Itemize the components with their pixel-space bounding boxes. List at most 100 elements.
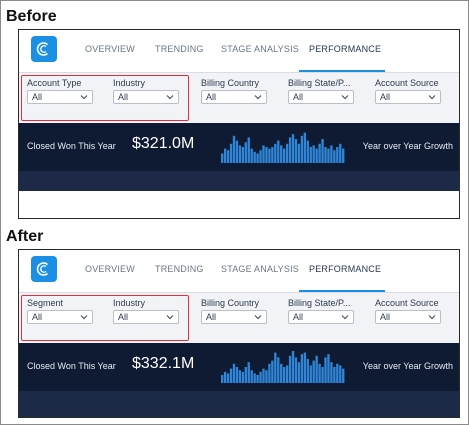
sparkline-bar xyxy=(285,365,289,383)
sparkline-bar xyxy=(288,355,292,383)
sparkline-bar xyxy=(321,139,324,163)
band-bottom xyxy=(19,391,459,417)
account-source-select[interactable]: All xyxy=(375,90,441,104)
sparkline-bar xyxy=(339,143,342,163)
sparkline-bar xyxy=(318,143,321,163)
sparkline-bar xyxy=(244,142,247,163)
sparkline-bar xyxy=(309,365,312,383)
sparkline-bar xyxy=(235,140,239,163)
sparkline-bar xyxy=(277,357,280,383)
filter-industry: Industry All xyxy=(113,298,179,324)
sparkline-bar xyxy=(229,368,233,383)
sparkline-bar xyxy=(333,150,336,163)
sparkline-chart xyxy=(221,351,345,383)
tab-trending[interactable]: TRENDING xyxy=(155,44,204,54)
after-dashboard: OVERVIEW TRENDING STAGE ANALYSIS PERFORM… xyxy=(18,249,460,418)
sparkline-bar xyxy=(223,148,227,163)
filter-billing-country: Billing Country All xyxy=(201,298,267,324)
filter-account-source: Account Source All xyxy=(375,298,441,324)
changed-filter-highlight xyxy=(21,295,189,341)
select-value: All xyxy=(380,312,391,322)
tab-stage-analysis[interactable]: STAGE ANALYSIS xyxy=(221,264,299,274)
industry-select[interactable]: All xyxy=(113,310,179,324)
sparkline-bar xyxy=(283,367,286,383)
filter-bar: Account Type All Industry All Billing Co… xyxy=(19,72,459,123)
billing-country-select[interactable]: All xyxy=(201,310,267,324)
nav-bar: OVERVIEW TRENDING STAGE ANALYSIS PERFORM… xyxy=(19,250,459,292)
filter-label: Billing Country xyxy=(201,78,260,88)
billing-state-select[interactable]: All xyxy=(288,90,354,104)
chevron-down-icon xyxy=(80,315,88,320)
sparkline-bar xyxy=(303,352,307,383)
select-value: All xyxy=(206,312,217,322)
tab-trending[interactable]: TRENDING xyxy=(155,264,204,274)
sparkline-bar xyxy=(306,359,309,383)
filter-segment: Segment All xyxy=(27,298,93,324)
tab-performance[interactable]: PERFORMANCE xyxy=(309,44,382,54)
filter-label: Account Source xyxy=(375,298,439,308)
sparkline-bar xyxy=(342,148,345,163)
filter-label: Billing State/P... xyxy=(288,78,351,88)
select-value: All xyxy=(32,312,43,322)
sparkline-bar xyxy=(232,363,236,383)
sparkline-bar xyxy=(259,150,262,163)
tab-overview[interactable]: OVERVIEW xyxy=(85,264,135,274)
account-source-select[interactable]: All xyxy=(375,310,441,324)
sparkline-bar xyxy=(253,373,256,383)
filter-bar: Segment All Industry All Billing Country… xyxy=(19,292,459,343)
filter-account-source: Account Source All xyxy=(375,78,441,104)
changed-filter-highlight xyxy=(21,75,189,121)
chevron-down-icon xyxy=(254,315,262,320)
filter-label: Billing Country xyxy=(201,298,260,308)
select-value: All xyxy=(293,312,304,322)
segment-select[interactable]: All xyxy=(27,310,93,324)
sparkline-bar xyxy=(268,148,271,163)
logo-swirl-icon xyxy=(36,42,49,56)
sparkline-bar xyxy=(291,351,295,383)
industry-select[interactable]: All xyxy=(113,90,179,104)
sparkline-bar xyxy=(297,362,301,383)
sparkline-bar xyxy=(238,145,242,163)
sparkline-chart xyxy=(221,132,345,163)
filter-account-type: Account Type All xyxy=(27,78,93,104)
sparkline-bar xyxy=(262,368,265,383)
sparkline-bar xyxy=(271,147,274,163)
select-value: All xyxy=(380,92,391,102)
sparkline-bar xyxy=(256,153,259,163)
sparkline-bar xyxy=(315,355,318,383)
kpi-band: Closed Won This Year $332.1M Year over Y… xyxy=(19,343,459,391)
filter-label: Industry xyxy=(113,298,146,308)
billing-country-select[interactable]: All xyxy=(201,90,267,104)
sparkline-bar xyxy=(288,137,292,163)
sparkline-bar xyxy=(339,365,342,383)
chevron-down-icon xyxy=(166,95,174,100)
chevron-down-icon xyxy=(254,95,262,100)
filter-billing-state: Billing State/P... All xyxy=(288,298,354,324)
nav-bar: OVERVIEW TRENDING STAGE ANALYSIS PERFORM… xyxy=(19,30,459,72)
filter-billing-state: Billing State/P... All xyxy=(288,78,354,104)
sparkline-bar xyxy=(330,145,333,163)
filter-billing-country: Billing Country All xyxy=(201,78,267,104)
sparkline-bar xyxy=(327,354,330,383)
sparkline-bar xyxy=(229,143,233,163)
sparkline-bar xyxy=(265,147,268,163)
sparkline-bar xyxy=(268,363,271,383)
chevron-down-icon xyxy=(341,315,349,320)
account-type-select[interactable]: All xyxy=(27,90,93,104)
tab-overview[interactable]: OVERVIEW xyxy=(85,44,135,54)
chevron-down-icon xyxy=(428,315,436,320)
sparkline-bar xyxy=(333,367,336,383)
before-dashboard: OVERVIEW TRENDING STAGE ANALYSIS PERFORM… xyxy=(18,29,460,219)
tab-stage-analysis[interactable]: STAGE ANALYSIS xyxy=(221,44,299,54)
after-label: After xyxy=(6,228,44,245)
billing-state-select[interactable]: All xyxy=(288,310,354,324)
sparkline-bar xyxy=(256,375,259,383)
kpi-label: Closed Won This Year xyxy=(27,141,116,151)
filter-label: Account Source xyxy=(375,78,439,88)
yoy-label: Year over Year Growth xyxy=(362,141,453,151)
sparkline-bar xyxy=(274,143,277,163)
sparkline-bar xyxy=(221,375,224,383)
sparkline-bar xyxy=(226,150,230,163)
sparkline-bar xyxy=(277,140,280,163)
tab-performance[interactable]: PERFORMANCE xyxy=(309,264,382,274)
